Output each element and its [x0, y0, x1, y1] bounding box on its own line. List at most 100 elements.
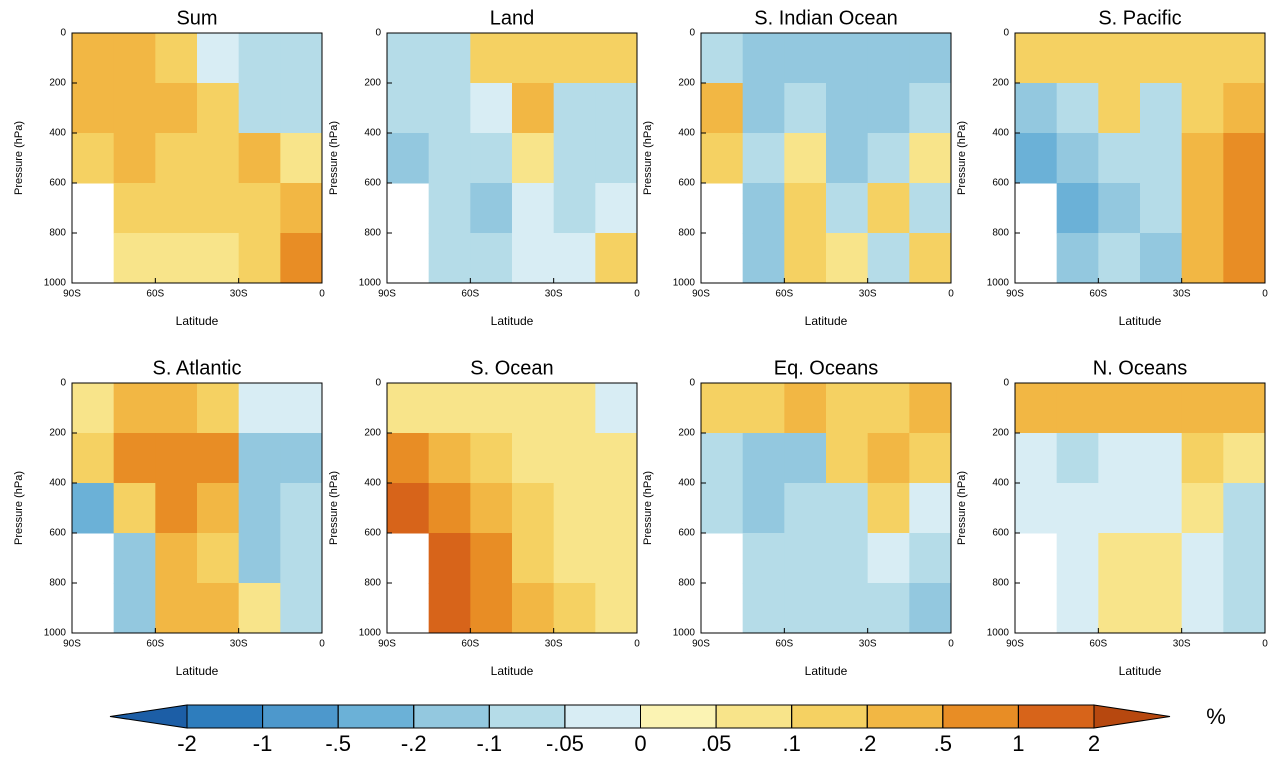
contour-cell: [1181, 33, 1224, 84]
y-tick-label: 0: [375, 378, 381, 389]
x-tick-label: 90S: [1006, 639, 1024, 650]
colorbar-label: 0: [634, 731, 646, 756]
y-tick-label: 0: [689, 28, 695, 39]
panel-title: N. Oceans: [1093, 357, 1187, 379]
contour-cell: [1056, 83, 1099, 134]
y-tick-label: 400: [678, 478, 695, 489]
y-tick-label: 600: [992, 178, 1009, 189]
y-tick-label: 400: [364, 128, 381, 139]
contour-cell: [784, 33, 827, 84]
contour-cell: [280, 383, 323, 434]
contour-cell: [595, 433, 638, 484]
contour-cell: [470, 183, 513, 234]
y-tick-label: 600: [678, 528, 695, 539]
contour-cell: [1223, 583, 1266, 634]
colorbar-box: [942, 704, 1019, 729]
contour-cell: [155, 583, 198, 634]
contour-cell: [1098, 533, 1141, 584]
y-tick-label: 600: [49, 178, 66, 189]
contour-cell: [553, 33, 596, 84]
y-tick-label: 800: [992, 578, 1009, 589]
contour-cell: [784, 83, 827, 134]
contour-cell: [387, 133, 430, 184]
contour-cell: [197, 133, 240, 184]
contour-cell: [238, 583, 281, 634]
contour-cell: [1015, 483, 1058, 534]
contour-cell: [1181, 583, 1224, 634]
contour-cell: [428, 483, 471, 534]
colorbar-end: [1093, 704, 1171, 729]
x-axis-label: Latitude: [1119, 664, 1162, 678]
contour-cell: [867, 483, 910, 534]
contour-cell: [387, 483, 430, 534]
contour-cell: [826, 83, 869, 134]
contour-cell: [595, 83, 638, 134]
x-axis-label: Latitude: [805, 664, 848, 678]
y-axis-label: Pressure (hPa): [328, 121, 340, 195]
contour-cell: [512, 183, 555, 234]
contour-cell: [742, 383, 785, 434]
plot-frame: [71, 32, 323, 284]
x-tick-label: 0: [948, 289, 954, 300]
contour-cell: [470, 33, 513, 84]
panel-title: S. Ocean: [470, 357, 553, 379]
colorbar-end: [109, 704, 188, 729]
y-tick-label: 200: [992, 428, 1009, 439]
y-tick-label: 200: [364, 78, 381, 89]
contour-cell: [826, 533, 869, 584]
contour-cell: [742, 533, 785, 584]
colorbar-box: [413, 704, 490, 729]
colorbar-label: -2: [177, 731, 197, 756]
contour-cell: [1140, 133, 1183, 184]
contour-cell: [1181, 483, 1224, 534]
panel-title: Sum: [176, 7, 217, 29]
contour-cell: [742, 433, 785, 484]
contour-cell: [553, 483, 596, 534]
contour-cell: [1181, 433, 1224, 484]
contour-cell: [1056, 133, 1099, 184]
contour-cell: [1181, 233, 1224, 284]
x-tick-label: 90S: [378, 289, 396, 300]
contour-cell: [1140, 533, 1183, 584]
x-tick-label: 0: [634, 289, 640, 300]
contour-cell: [742, 583, 785, 634]
contour-cell: [113, 433, 156, 484]
contour-cell: [155, 483, 198, 534]
contour-cell: [197, 383, 240, 434]
contour-cell: [742, 483, 785, 534]
x-tick-label: 0: [634, 639, 640, 650]
contour-cell: [1223, 183, 1266, 234]
contour-cell: [428, 33, 471, 84]
y-tick-label: 0: [1003, 378, 1009, 389]
contour-cell: [238, 383, 281, 434]
contour-cell: [1181, 183, 1224, 234]
contour-cell: [1015, 433, 1058, 484]
y-axis-label: Pressure (hPa): [956, 121, 968, 195]
contour-cell: [113, 133, 156, 184]
x-tick-label: 30S: [545, 639, 563, 650]
contour-cell: [595, 383, 638, 434]
colorbar-label: -1: [253, 731, 273, 756]
contour-cell: [553, 83, 596, 134]
contour-cell: [113, 33, 156, 84]
panel-title: S. Atlantic: [153, 357, 242, 379]
contour-cell: [1056, 533, 1099, 584]
contour-cell: [155, 383, 198, 434]
x-tick-label: 90S: [63, 289, 81, 300]
contour-cell: [470, 83, 513, 134]
y-tick-label: 400: [49, 478, 66, 489]
contour-cell: [1098, 83, 1141, 134]
y-tick-label: 1000: [673, 628, 696, 639]
contour-cell: [155, 533, 198, 584]
y-tick-label: 800: [49, 578, 66, 589]
y-axis-label: Pressure (hPa): [956, 471, 968, 545]
y-tick-label: 0: [60, 378, 66, 389]
contour-cell: [470, 483, 513, 534]
colorbar-label: -.05: [546, 731, 584, 756]
contour-cell: [595, 583, 638, 634]
panel-title: S. Pacific: [1098, 7, 1181, 29]
x-tick-label: 30S: [859, 289, 877, 300]
contour-cell: [1056, 433, 1099, 484]
contour-cell: [909, 433, 952, 484]
contour-cell: [909, 83, 952, 134]
